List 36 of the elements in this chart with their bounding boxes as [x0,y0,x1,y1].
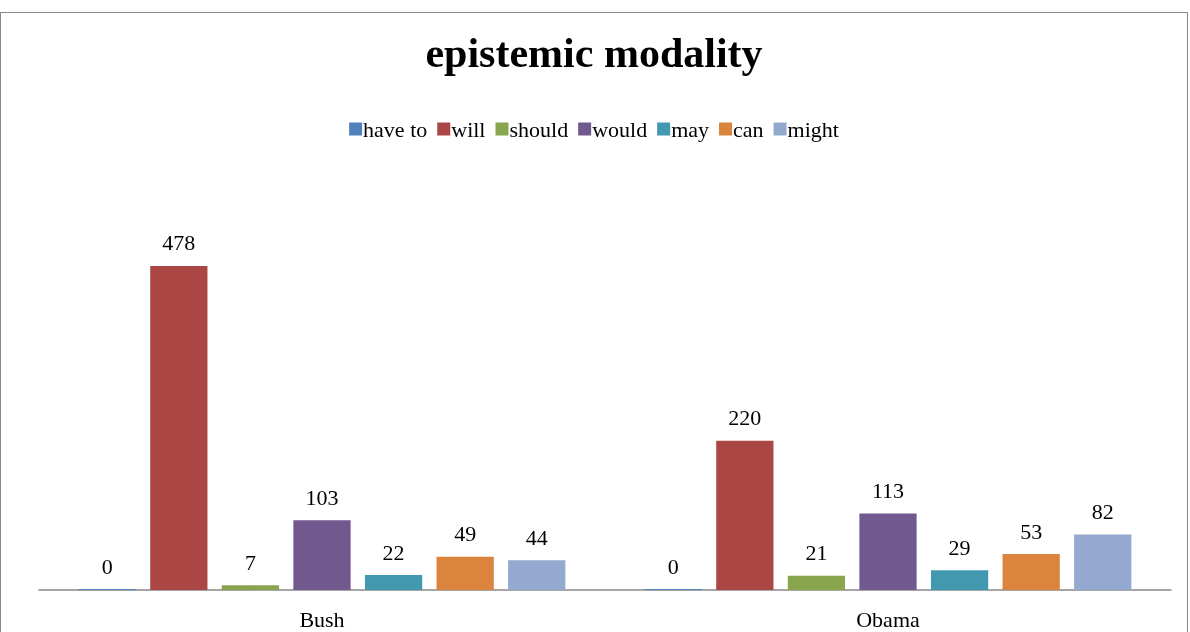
data-label: 0 [101,553,113,579]
x-tick-label: Obama [856,606,920,632]
legend-label: would [592,116,648,142]
legend-label: might [787,116,839,142]
legend-label: can [733,116,764,142]
bar [221,585,280,590]
data-label: 29 [948,534,971,560]
bar [1074,534,1132,590]
legend-label: may [671,116,710,142]
bar [436,556,494,590]
data-label: 82 [1091,498,1114,524]
legend-label: should [509,116,569,142]
data-label: 53 [1020,518,1043,544]
bar [930,570,989,590]
bar [508,560,566,590]
bar [293,520,351,590]
data-label: 0 [667,553,679,579]
data-label: 21 [805,540,828,566]
data-label: 44 [525,524,548,550]
data-label: 220 [728,405,762,431]
bar [364,575,423,590]
data-label: 478 [162,230,196,256]
legend-label: will [451,116,486,142]
chart-title: epistemic modality [425,30,763,76]
bar [716,440,774,590]
bar [1002,554,1060,590]
data-label: 113 [871,477,905,503]
data-label: 49 [454,521,477,547]
bar [150,265,208,590]
bar [859,513,917,590]
data-label: 22 [382,539,405,565]
data-label: 103 [305,484,339,510]
x-tick-label: Bush [299,606,345,632]
legend-label: have to [363,116,428,142]
data-label: 7 [244,549,256,575]
bar [787,575,846,590]
